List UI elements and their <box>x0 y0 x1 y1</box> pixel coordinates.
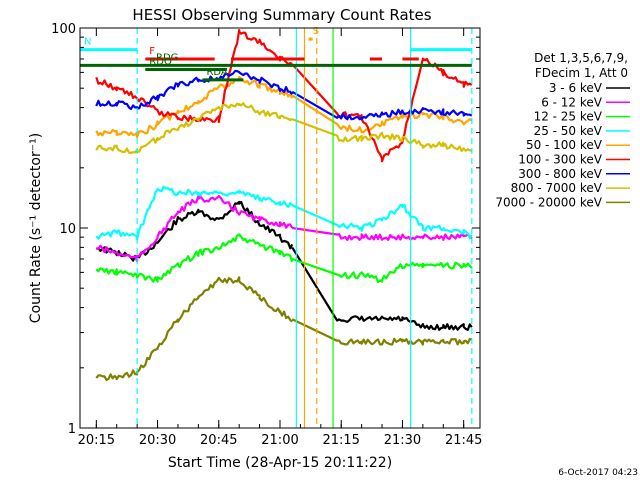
x-tick-label-4: 21:00 <box>261 433 298 448</box>
x-tick-label-1: 20:15 <box>78 433 115 448</box>
y-tick-label-1: 1 <box>68 422 76 437</box>
legend-header-line-2: FDecim 1, Att 0 <box>535 66 628 80</box>
legend-label-50-100-kev: 50 - 100 keV <box>526 138 603 152</box>
legend-entry-25-50-kev: 25 - 50 keV <box>534 124 630 138</box>
y-tick-label-2: 10 <box>59 222 76 237</box>
legend-entry-3-6-kev: 3 - 6 keV <box>549 81 630 95</box>
y-tick-label-3: 100 <box>51 22 76 37</box>
legend-label-12-25-kev: 12 - 25 keV <box>534 110 603 124</box>
legend-header-line-1: Det 1,3,5,6,7,9, <box>534 51 628 65</box>
legend-entry-50-100-kev: 50 - 100 keV <box>526 138 630 152</box>
flag-label-n: N <box>84 37 91 48</box>
x-axis-label: Start Time (28-Apr-15 20:11:22) <box>168 455 392 471</box>
axis-layer: 20:15 20:30 20:45 21:00 21:15 21:30 21:45 1 10 10… <box>51 22 482 448</box>
legend-entry-7000-20000-kev: 7000 - 20000 keV <box>495 195 630 209</box>
series-line-12-25-kev <box>95 233 473 284</box>
legend-label-100-300-kev: 100 - 300 keV <box>518 153 602 167</box>
legend-label-7000-20000-kev: 7000 - 20000 keV <box>495 195 602 209</box>
legend-entry-100-300-kev: 100 - 300 keV <box>518 153 630 167</box>
legend-entry-300-800-kev: 300 - 800 keV <box>518 167 630 181</box>
legend-entry-6-12-kev: 6 - 12 keV <box>541 95 630 109</box>
legend-label-800-7000-kev: 800 - 7000 keV <box>511 181 603 195</box>
flag-label-rda: RDA <box>206 67 227 78</box>
flag-label-f: F <box>149 46 155 57</box>
legend-label-25-50-kev: 25 - 50 keV <box>534 124 603 138</box>
x-tick-label-2: 20:30 <box>139 433 176 448</box>
series-line-300-800-kev <box>95 69 473 121</box>
x-tick-label-3: 20:45 <box>200 433 237 448</box>
data-layer: N F S RDO RDA RDG <box>80 26 473 428</box>
flag-label-s: S <box>313 26 319 37</box>
series-line-800-7000-kev <box>95 102 473 154</box>
legend-label-6-12-kev: 6 - 12 keV <box>541 95 603 109</box>
series-line-7000-20000-kev <box>95 276 473 381</box>
chart-title: HESSI Observing Summary Count Rates <box>132 6 431 24</box>
x-tick-label-6: 21:30 <box>384 433 421 448</box>
x-tick-label-5: 21:15 <box>322 433 359 448</box>
timestamp: 6-Oct-2017 04:23 <box>558 468 638 478</box>
legend: Det 1,3,5,6,7,9, FDecim 1, Att 0 3 - 6 k… <box>495 51 630 209</box>
legend-label-3-6-kev: 3 - 6 keV <box>549 81 603 95</box>
y-axis-label: Count Rate (s⁻¹ detector⁻¹) <box>28 133 44 323</box>
series-line-25-50-kev <box>95 185 473 241</box>
legend-entry-800-7000-kev: 800 - 7000 keV <box>511 181 630 195</box>
flag-label-rdo: RDO <box>149 57 172 68</box>
legend-entry-12-25-kev: 12 - 25 keV <box>534 110 630 124</box>
series-line-50-100-kev <box>95 75 473 139</box>
data-gap-1 <box>296 28 334 428</box>
series-line-6-12-kev <box>95 194 473 263</box>
legend-label-300-800-kev: 300 - 800 keV <box>518 167 602 181</box>
flag-label-rdg: RDG <box>156 52 178 63</box>
x-tick-label-7: 21:45 <box>445 433 482 448</box>
